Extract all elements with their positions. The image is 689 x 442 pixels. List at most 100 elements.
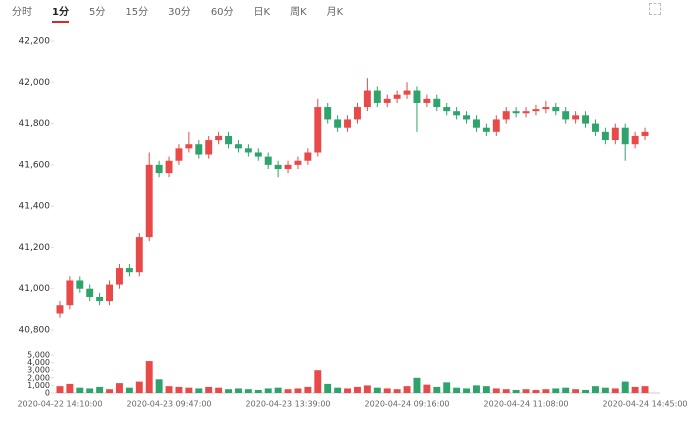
candle-body: [205, 140, 213, 155]
candle-body: [572, 115, 580, 120]
volume-bar: [254, 389, 262, 393]
x-tick-label: 2020-04-22 14:10:00: [17, 400, 102, 409]
x-tick-label: 2020-04-24 11:08:00: [484, 400, 569, 409]
volume-bar: [363, 385, 371, 393]
candle-body: [472, 119, 480, 128]
volume-bar: [205, 386, 213, 393]
candle-body: [106, 284, 114, 302]
volume-bar: [433, 386, 441, 393]
y-tick-label: 2,000: [27, 373, 50, 382]
volume-bar: [512, 389, 520, 393]
volume-bar: [195, 388, 203, 393]
volume-bar: [225, 389, 233, 393]
volume-bar: [125, 387, 133, 393]
tab[interactable]: 周K: [290, 6, 307, 18]
volume-bar: [482, 386, 490, 393]
volume-bar: [373, 387, 381, 393]
volume-bar: [423, 384, 431, 393]
volume-bar: [453, 387, 461, 393]
volume-bar: [96, 386, 104, 393]
candle-body: [353, 107, 361, 120]
y-tick-label: 0: [45, 389, 50, 398]
candle-body: [423, 98, 431, 103]
tab[interactable]: 日K: [253, 6, 271, 18]
volume-bar: [383, 388, 391, 393]
y-tick-label: 40,800: [19, 326, 51, 336]
volume-bar: [582, 389, 590, 393]
y-tick-label: 1,000: [27, 381, 50, 390]
tab[interactable]: 60分: [210, 6, 234, 18]
candle-body: [403, 90, 411, 95]
candle-body: [582, 115, 590, 124]
volume-bar: [274, 387, 282, 393]
y-tick-label: 42,200: [19, 37, 51, 47]
volume-bar: [532, 389, 540, 393]
candle-body: [155, 164, 163, 174]
tab[interactable]: 月K: [326, 6, 344, 18]
y-tick-label: 41,600: [19, 160, 51, 170]
volume-bar: [413, 377, 421, 393]
volume-bar: [234, 388, 242, 393]
volume-bar: [304, 386, 312, 393]
tab[interactable]: 1分: [52, 1, 69, 23]
volume-bar: [472, 385, 480, 393]
volume-bar: [621, 381, 629, 393]
volume-bar: [106, 389, 114, 393]
y-tick-label: 4,000: [27, 358, 50, 367]
candle-body: [86, 288, 94, 297]
y-tick-label: 41,000: [19, 284, 51, 294]
candle-body: [284, 164, 292, 169]
candle-body: [532, 109, 540, 112]
candle-body: [413, 90, 421, 103]
candle-body: [225, 135, 233, 145]
tab-bar: 分时 1分 5分 15分 30分 60分 日K 周K 月K: [0, 0, 689, 23]
candle-body: [591, 123, 599, 132]
candle-body: [135, 237, 143, 273]
candle-body: [264, 156, 272, 165]
volume-bar: [175, 386, 183, 393]
y-tick-label: 3,000: [27, 366, 50, 375]
tab[interactable]: 5分: [88, 6, 106, 18]
y-tick-label: 41,800: [19, 119, 51, 129]
volume-bar: [215, 387, 223, 393]
volume-bar: [601, 387, 609, 393]
candle-body: [76, 280, 84, 289]
volume-bar: [631, 386, 639, 393]
candle-body: [215, 135, 223, 141]
candle-body: [324, 107, 332, 120]
y-tick-label: 42,000: [19, 78, 51, 88]
volume-bar: [56, 386, 64, 393]
candle-body: [631, 135, 639, 145]
candle-body: [453, 111, 461, 116]
candle-body: [195, 144, 203, 155]
x-tick-label: 2020-04-23 09:47:00: [127, 400, 212, 409]
candle-body: [542, 107, 550, 110]
candle-body: [274, 164, 282, 169]
candle-body: [641, 131, 649, 136]
candle-body: [522, 111, 530, 114]
candle-body: [314, 107, 322, 153]
volume-bar: [502, 389, 510, 393]
fullscreen-button[interactable]: [649, 3, 661, 15]
candle-body: [304, 152, 312, 161]
volume-bar: [334, 387, 342, 393]
candle-body: [294, 160, 302, 165]
volume-bar: [344, 388, 352, 393]
y-tick-label: 41,200: [19, 243, 51, 253]
candle-body: [621, 127, 629, 145]
volume-bar: [86, 388, 94, 393]
candle-body: [502, 111, 510, 120]
volume-bar: [115, 383, 123, 393]
volume-bar: [572, 389, 580, 393]
candle-body: [443, 107, 451, 112]
volume-bar: [284, 389, 292, 393]
candle-body: [145, 164, 153, 238]
tab[interactable]: 15分: [125, 6, 149, 18]
candle-body: [601, 131, 609, 141]
tab[interactable]: 30分: [168, 6, 191, 18]
volume-bar: [443, 382, 451, 393]
volume-bar: [244, 389, 252, 393]
tab[interactable]: 分时: [12, 6, 32, 18]
y-tick-label: 41,400: [19, 202, 51, 212]
